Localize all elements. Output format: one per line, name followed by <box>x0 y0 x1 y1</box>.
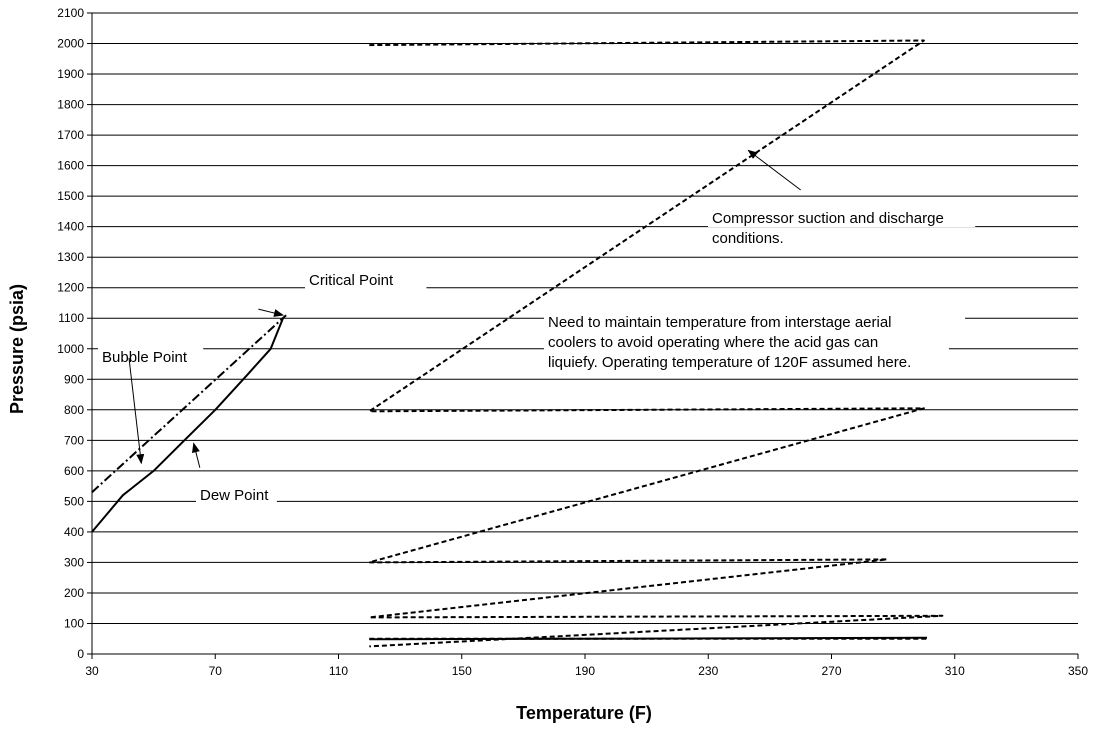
annotation-bubble: Bubble Point <box>98 348 204 465</box>
y-tick-label: 200 <box>64 586 84 600</box>
annotation-text-compressor-line-0: Compressor suction and discharge <box>712 210 944 227</box>
axes: 0 100 200 300 400 500 600 700 800 900 1000 1100 1200… <box>57 6 1088 678</box>
y-tick-label: 1200 <box>57 281 84 295</box>
annotation-arrow-critical <box>258 308 285 317</box>
annotation-bg <box>708 229 806 247</box>
series-0-line <box>91 317 284 533</box>
y-tick-label: 1000 <box>57 342 84 356</box>
annotation-dew: Dew Point <box>192 442 277 504</box>
x-tick-label: 270 <box>821 664 841 678</box>
annotation-text-critical-line-0: Critical Point <box>309 272 394 289</box>
x-tick-label: 190 <box>575 664 595 678</box>
y-tick-label: 700 <box>64 433 84 447</box>
series-group <box>91 39 944 648</box>
annotation-text-interstage-line-2: liquiefy. Operating temperature of 120F … <box>548 354 911 371</box>
annotation-arrow-compressor <box>747 149 801 191</box>
y-tick-label: 1600 <box>57 159 84 173</box>
y-tick-label: 100 <box>64 616 84 630</box>
series-4-line <box>369 636 928 641</box>
x-axis-title: Temperature (F) <box>516 703 652 723</box>
x-tick-label: 110 <box>329 664 348 678</box>
y-tick-label: 800 <box>64 403 84 417</box>
annotations-group: Critical Point Bubble Point Dew Point Compr… <box>98 149 990 504</box>
annotation-text-compressor-line-1: conditions. <box>712 230 784 247</box>
annotation-compressor: Compressor suction and discharge conditio… <box>708 149 976 247</box>
annotation-arrow-dew <box>192 442 201 468</box>
annotation-text-dew-line-0: Dew Point <box>200 487 269 504</box>
x-tick-label: 70 <box>209 664 223 678</box>
annotation-bg <box>305 271 427 289</box>
y-tick-label: 300 <box>64 555 84 569</box>
y-tick-label: 400 <box>64 525 84 539</box>
y-tick-label: 1300 <box>57 250 84 264</box>
series-2-line <box>368 39 944 648</box>
series-1-line <box>91 314 287 493</box>
y-tick-label: 900 <box>64 372 84 386</box>
annotation-bg <box>708 209 976 227</box>
annotation-critical: Critical Point <box>258 271 427 317</box>
y-tick-label: 1500 <box>57 189 84 203</box>
annotation-bg <box>544 313 966 331</box>
x-tick-label: 310 <box>945 664 965 678</box>
annotation-text-interstage-line-1: coolers to avoid operating where the aci… <box>548 334 878 351</box>
annotation-interstage: Need to maintain temperature from inters… <box>544 313 990 371</box>
y-tick-label: 1700 <box>57 128 84 142</box>
annotation-arrow-bubble <box>128 357 145 465</box>
x-tick-label: 350 <box>1068 664 1088 678</box>
x-tick-label: 30 <box>85 664 99 678</box>
y-tick-label: 1400 <box>57 220 84 234</box>
y-tick-label: 2100 <box>57 6 84 20</box>
y-axis-title: Pressure (psia) <box>7 284 27 414</box>
y-tick-label: 600 <box>64 464 84 478</box>
y-tick-label: 0 <box>77 647 84 661</box>
y-tick-label: 1100 <box>58 311 84 325</box>
annotation-bg <box>196 486 277 504</box>
annotation-text-bubble-line-0: Bubble Point <box>102 349 188 366</box>
x-tick-label: 230 <box>698 664 718 678</box>
annotation-bg <box>544 333 949 351</box>
y-tick-label: 1800 <box>57 98 84 112</box>
y-tick-label: 1900 <box>57 67 84 81</box>
annotation-bg <box>544 353 990 371</box>
x-tick-label: 150 <box>452 664 472 678</box>
y-tick-label: 500 <box>64 494 84 508</box>
annotation-bg <box>98 348 204 366</box>
y-tick-label: 2000 <box>57 37 84 51</box>
annotation-text-interstage-line-0: Need to maintain temperature from inters… <box>548 314 892 331</box>
